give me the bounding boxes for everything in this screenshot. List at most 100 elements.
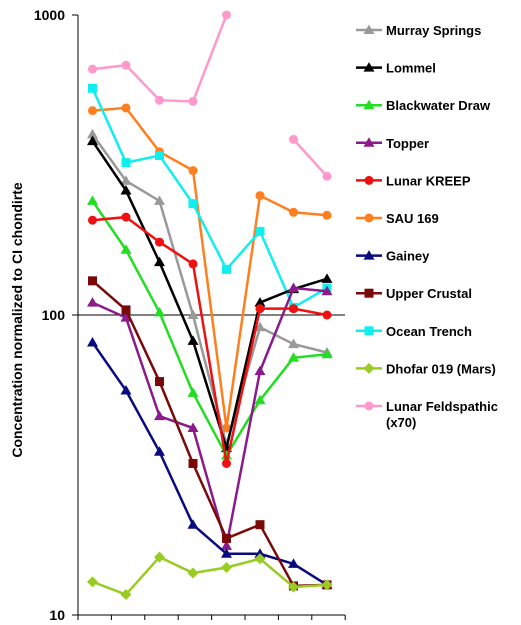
- data-point: [87, 297, 98, 307]
- data-point: [288, 558, 299, 568]
- data-point: [222, 264, 231, 274]
- data-point: [154, 551, 165, 563]
- data-point: [154, 195, 165, 205]
- data-point: [255, 226, 265, 236]
- data-point: [120, 385, 132, 395]
- data-point: [88, 106, 97, 116]
- legend-item: Ocean Trench: [356, 324, 472, 339]
- series-line: [92, 215, 328, 464]
- data-point: [221, 561, 232, 573]
- data-point: [155, 237, 164, 247]
- data-point: [188, 96, 198, 106]
- series-5: [88, 103, 332, 433]
- data-point: [88, 276, 97, 286]
- data-point: [222, 458, 231, 468]
- data-point: [255, 304, 265, 314]
- legend-label: Ocean Trench: [386, 324, 472, 339]
- data-point: [188, 259, 198, 269]
- data-point: [155, 95, 164, 105]
- data-point: [288, 352, 299, 362]
- y-tick-label: 10: [49, 607, 65, 623]
- data-point: [87, 135, 98, 146]
- legend-item: Lunar Feldspathic (x70): [356, 399, 498, 430]
- data-point: [121, 60, 131, 70]
- series-9: [87, 551, 333, 601]
- data-point: [254, 365, 266, 376]
- data-point: [289, 207, 298, 217]
- series-3: [87, 282, 333, 550]
- data-point: [255, 191, 265, 201]
- data-point: [187, 309, 199, 319]
- legend-label: Upper Crustal: [386, 286, 472, 301]
- axis-ticks: [72, 14, 346, 620]
- data-point: [154, 446, 165, 456]
- data-point: [222, 533, 231, 543]
- data-point: [254, 321, 266, 332]
- legend-item: Upper Crustal: [356, 286, 472, 301]
- legend-swatch-marker: [363, 24, 375, 34]
- legend-label: Dhofar 019 (Mars): [386, 361, 496, 376]
- data-point: [154, 306, 165, 317]
- data-point: [88, 64, 97, 74]
- data-point: [87, 195, 98, 205]
- data-point: [322, 310, 332, 320]
- series-line: [92, 106, 328, 429]
- series-2: [87, 195, 333, 460]
- data-point: [321, 348, 333, 359]
- data-point: [222, 10, 231, 20]
- data-point: [255, 520, 265, 530]
- data-point: [288, 581, 299, 593]
- series-6: [87, 336, 333, 589]
- series-line: [92, 14, 228, 103]
- data-point: [221, 450, 232, 460]
- data-point: [120, 589, 132, 601]
- data-point: [254, 394, 266, 405]
- series-line: [91, 341, 328, 586]
- data-point: [254, 548, 266, 558]
- legend-swatch-marker: [364, 326, 374, 336]
- data-point: [288, 282, 299, 293]
- data-point: [188, 166, 198, 176]
- data-point: [87, 576, 98, 588]
- data-point: [120, 244, 132, 254]
- legend-item: Lommel: [356, 61, 436, 76]
- data-point: [289, 304, 298, 314]
- data-point: [155, 151, 164, 161]
- data-point: [121, 305, 131, 315]
- data-point: [88, 215, 97, 225]
- legend-item: Blackwater Draw: [356, 98, 491, 113]
- legend-label: Topper: [386, 136, 429, 151]
- legend-swatch-marker: [364, 401, 374, 411]
- data-point: [154, 256, 165, 267]
- legend-item: Gainey: [356, 249, 430, 264]
- legend-item: SAU 169: [356, 211, 439, 226]
- series-line: [91, 279, 328, 588]
- data-point: [321, 579, 333, 591]
- data-point: [187, 335, 199, 345]
- legend-label: SAU 169: [386, 211, 439, 226]
- y-tick-label: 1000: [34, 7, 65, 23]
- data-point: [221, 548, 232, 558]
- data-point: [121, 103, 131, 113]
- legend-swatch-marker: [363, 362, 375, 374]
- series-line: [91, 87, 328, 310]
- legend-item: Murray Springs: [356, 23, 481, 38]
- legend-item: Lunar KREEP: [356, 173, 471, 188]
- series-line: [92, 555, 328, 597]
- legend-item: Topper: [356, 136, 429, 151]
- data-point: [88, 83, 97, 93]
- data-point: [188, 458, 198, 468]
- legend-swatch-marker: [364, 213, 374, 223]
- legend-swatch-marker: [364, 175, 374, 185]
- data-point: [121, 212, 131, 222]
- data-point: [322, 171, 332, 181]
- legend-swatch-marker: [364, 288, 374, 298]
- series-4: [88, 212, 332, 468]
- series-line: [91, 140, 328, 453]
- series-line: [91, 286, 328, 547]
- data-point: [120, 312, 132, 322]
- y-axis-title: Concentration normalized to CI chondirte: [9, 182, 25, 458]
- legend: Murray Springs Lommel Blackwater Draw Toppe…: [356, 23, 498, 430]
- legend-label: Gainey: [386, 249, 430, 264]
